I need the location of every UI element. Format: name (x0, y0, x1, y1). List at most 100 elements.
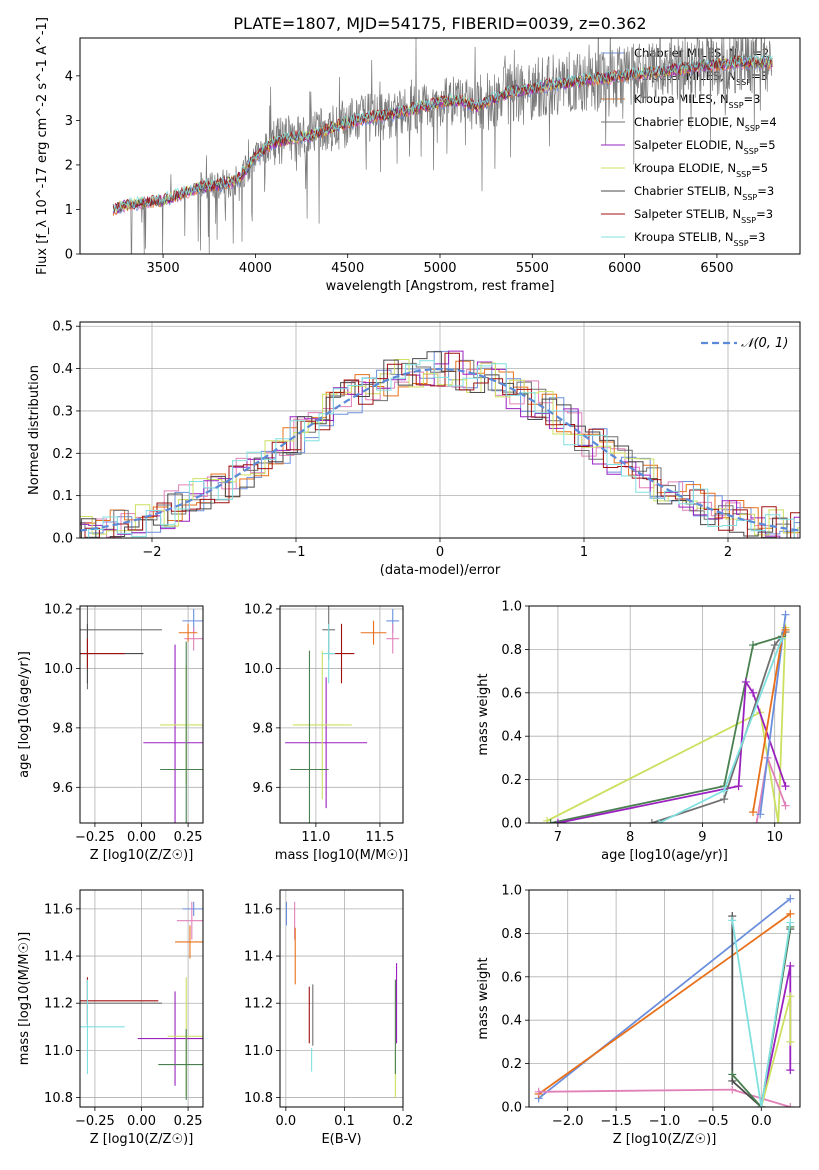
plot-frame (528, 889, 801, 1108)
x-tick-label: 10 (766, 830, 783, 845)
weight-marker (741, 677, 750, 686)
plot-frame (79, 321, 801, 539)
weight-marker (728, 1085, 737, 1094)
x-tick-label: −0.25 (75, 830, 115, 845)
weight-marker (786, 1103, 795, 1107)
y-tick-label: 10.2 (244, 602, 273, 617)
weight-marker (749, 808, 758, 817)
weight-marker (786, 894, 795, 903)
x-tick-label: 5500 (516, 261, 549, 276)
weight-marker (720, 795, 729, 804)
weight-marker (749, 688, 758, 697)
y-tick-label: 10.8 (44, 1091, 73, 1106)
y-tick-label: 0.2 (501, 1057, 522, 1072)
x-tick-label: −0.5 (697, 1114, 729, 1129)
x-tick-label: −0.25 (75, 1114, 115, 1129)
mass_vs_ebv-panel: 0.0 0.1 0.2 10.8 11.0 11.2 11.4 11.6 E(B-V) (244, 889, 413, 1147)
x-tick-label: −2.0 (552, 1114, 584, 1129)
x-axis-label: Z [log10(Z/Z☉)] (90, 1132, 194, 1147)
y-tick-label: 0.0 (501, 817, 522, 832)
y-axis-label: mass [log10(M/M☉)] (17, 932, 32, 1065)
weight-marker (728, 1070, 737, 1079)
plot-frame (79, 605, 204, 824)
weight-marker (786, 1066, 795, 1075)
weight-series-1 (538, 913, 791, 1095)
legend-label: Salpeter ELODIE, NSSP=5 (634, 138, 776, 156)
legend-label: Kroupa MILES, NSSP=3 (634, 92, 760, 110)
y-tick-label: 11.4 (244, 950, 273, 965)
y-tick-label: 0.2 (501, 773, 522, 788)
y-axis-label: mass weight (476, 957, 491, 1039)
x-axis-label: E(B-V) (321, 1132, 361, 1147)
y-tick-label: 0.2 (52, 447, 73, 462)
weight-marker (546, 819, 555, 823)
y-tick-label: 0.0 (501, 1101, 522, 1116)
weight-lines (543, 610, 790, 823)
weight-series-2 (557, 679, 787, 823)
y-tick-label: 0.8 (501, 927, 522, 942)
x-tick-label: 11.0 (301, 830, 330, 845)
gaussian-curve (80, 367, 800, 532)
y-tick-label: 0.0 (52, 532, 73, 547)
y-tick-label: 9.8 (252, 721, 273, 736)
plot-frame (279, 605, 404, 824)
legend-label: Chabrier STELIB, NSSP=3 (634, 184, 774, 202)
model-line-8 (112, 54, 773, 212)
plot-frame (79, 37, 801, 255)
weight-marker (770, 641, 779, 650)
x-tick-label: 1 (580, 545, 588, 560)
x-tick-label: 6000 (608, 261, 641, 276)
x-tick-label: 5000 (423, 261, 456, 276)
weight-marker (781, 782, 790, 791)
histogram-6 (80, 351, 800, 538)
y-tick-label: 0.1 (52, 489, 73, 504)
plot-frame (79, 889, 204, 1108)
y-tick-label: 0 (65, 248, 73, 263)
x-tick-label: −1.5 (600, 1114, 632, 1129)
observed-spectrum-line (112, 38, 773, 254)
y-tick-label: 11.0 (244, 1044, 273, 1059)
weight-marker (734, 782, 743, 791)
errorbars (285, 901, 398, 1098)
mass_vs_Z-panel: −0.25 0.00 0.25 10.8 11.0 11.2 11.4 11.6 Z [log1… (17, 889, 204, 1147)
y-tick-label: 11.2 (244, 997, 273, 1012)
weight-marker (786, 918, 795, 927)
weight-marker (777, 634, 786, 643)
residual-histograms (80, 350, 800, 538)
x-axis-label: age [log10(age/yr)] (601, 848, 728, 863)
x-tick-label: −1.0 (649, 1114, 681, 1129)
weight-marker (786, 961, 795, 970)
x-axis-label: Z [log10(Z/Z☉)] (613, 1132, 717, 1147)
age_vs_Z-panel: −0.25 0.00 0.25 9.6 9.8 10.0 10.2 Z [log10(Z/Z☉… (17, 602, 204, 863)
residuals-panel: −2 −1 0 1 2 0.0 0.1 0.2 0.3 0.4 0.5 (data-model)/er… (27, 320, 801, 578)
weight-marker (774, 819, 783, 823)
y-tick-label: 11.6 (244, 902, 273, 917)
figure-title: PLATE=1807, MJD=54175, FIBERID=0039, z=0… (233, 14, 646, 33)
y-tick-label: 9.6 (252, 781, 273, 796)
weight_vs_Z-panel: −2.0 −1.5 −1.0 −0.5 0.0 0.0 0.2 0.4 0.6 0.8 1.0 Z [… (476, 884, 801, 1147)
x-tick-label: −2 (142, 545, 161, 560)
x-tick-label: 8 (626, 830, 634, 845)
plot-frame (528, 605, 801, 824)
y-tick-label: 0.8 (501, 643, 522, 658)
model-line-6 (112, 56, 773, 213)
y-tick-label: 0.6 (501, 970, 522, 985)
y-tick-label: 1 (65, 203, 73, 218)
x-axis-label: (data-model)/error (380, 563, 501, 578)
y-tick-label: 10.0 (44, 662, 73, 677)
y-axis-label: age [log10(age/yr)] (17, 651, 32, 778)
y-tick-label: 1.0 (501, 600, 522, 615)
plot-frame (279, 889, 404, 1108)
x-tick-label: 6500 (700, 261, 733, 276)
y-tick-label: 10.2 (44, 602, 73, 617)
weight-series-7 (731, 920, 792, 1107)
y-tick-label: 1.0 (501, 884, 522, 899)
y-tick-label: 10.8 (244, 1091, 273, 1106)
errorbars (285, 606, 400, 823)
weight-marker (757, 1103, 766, 1107)
weight-marker (781, 801, 790, 810)
legend-label: Salpeter STELIB, NSSP=3 (634, 207, 773, 225)
x-axis-label: wavelength [Angstrom, rest frame] (326, 279, 555, 294)
x-tick-label: 2 (724, 545, 732, 560)
